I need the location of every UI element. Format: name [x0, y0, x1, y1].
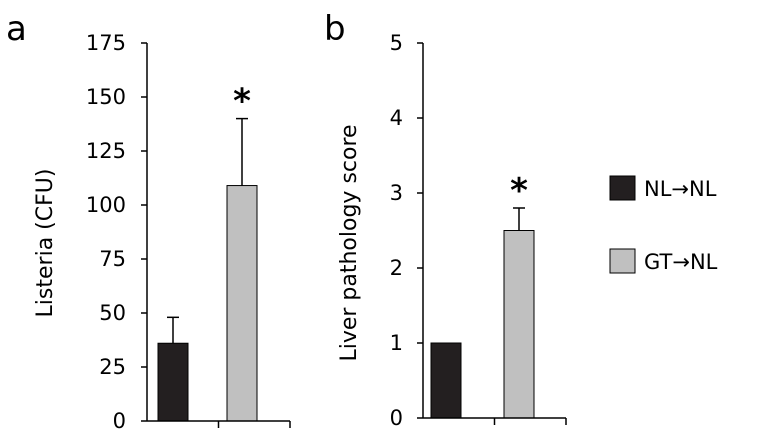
panel-a-y-tick-label: 25	[99, 355, 126, 379]
legend-label-gt-nl: GT→NL	[644, 250, 718, 274]
panel-a-y-tick-label: 100	[86, 193, 126, 217]
panel-b-bars: *	[430, 171, 535, 419]
panel-a-y-tick-label: 125	[86, 139, 126, 163]
panel-b-axes	[422, 43, 567, 425]
panel-a-y-tick-label: 75	[99, 247, 126, 271]
panel-b-y-tick-label: 5	[390, 31, 403, 55]
panel-a-y-tick-label: 150	[86, 85, 126, 109]
panel-b-y-axis-label: Liver pathology score	[337, 124, 362, 361]
panel-a-bar-1	[157, 342, 189, 422]
panel-b-y-tick-label: 3	[390, 181, 403, 205]
panel-a-bars: *	[157, 82, 258, 422]
legend: NL→NL GT→NL	[609, 175, 718, 274]
panel-b-bar-2	[503, 230, 535, 419]
panel-b-significance-marker: *	[510, 171, 528, 211]
panel-b-y-tick-label: 4	[390, 106, 403, 130]
panel-a-y-axis-label: Listeria (CFU)	[33, 169, 58, 318]
panel-b-chart: b Liver pathology score 0 1 2 3 4 5 *	[324, 9, 567, 430]
panel-a-bar-2	[226, 185, 258, 422]
panel-a-y-tick-label: 0	[113, 409, 126, 433]
panel-a-letter: a	[6, 9, 27, 49]
panel-b-bar-1	[430, 342, 462, 419]
legend-swatch-gt-nl	[609, 248, 636, 274]
panel-a-y-ticks: 0 25 50 75 100 125 150 175	[86, 31, 147, 433]
legend-swatch-nl-nl	[609, 175, 636, 201]
panel-a-axes	[146, 43, 291, 428]
legend-label-nl-nl: NL→NL	[644, 177, 717, 201]
panel-a-y-tick-label: 50	[99, 301, 126, 325]
panel-a-significance-marker: *	[233, 82, 251, 122]
panel-b-y-tick-label: 2	[390, 256, 403, 280]
panel-b-y-ticks: 0 1 2 3 4 5	[390, 31, 423, 430]
panel-a-chart: a Listeria (CFU) 0 25 50 75 100 125 150 175 *	[6, 9, 291, 433]
panel-a-y-tick-label: 175	[86, 31, 126, 55]
panel-b-y-tick-label: 0	[390, 406, 403, 430]
panel-b-letter: b	[324, 9, 346, 49]
panel-b-y-tick-label: 1	[390, 331, 403, 355]
